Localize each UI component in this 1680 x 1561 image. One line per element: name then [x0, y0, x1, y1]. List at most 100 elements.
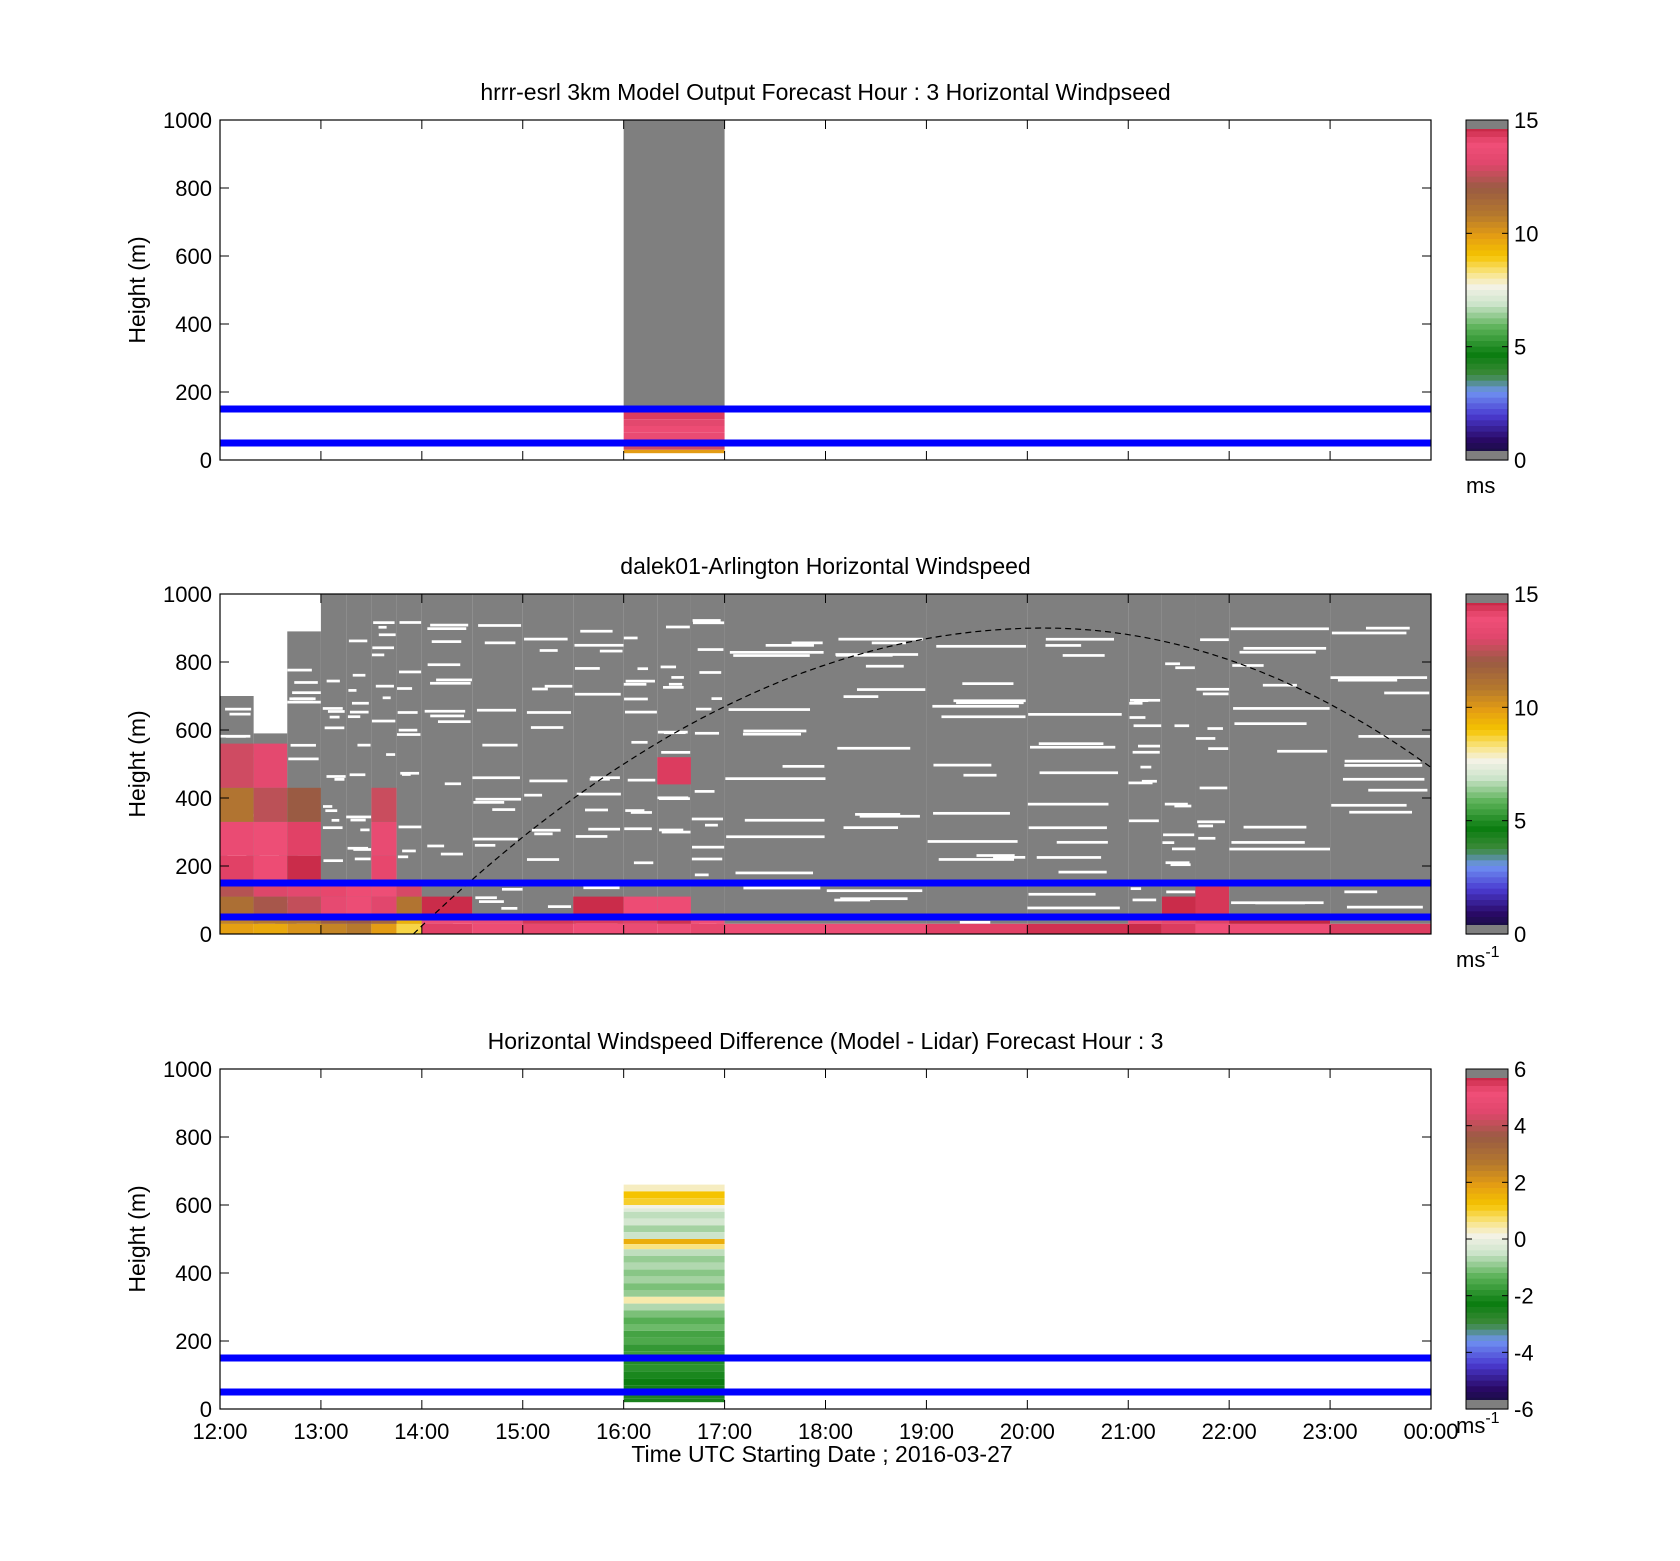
colorbar-segment	[1466, 1267, 1508, 1274]
colorbar-segment	[1466, 216, 1508, 223]
heatmap-cell	[661, 751, 691, 754]
colorbar-segment	[1466, 1341, 1508, 1348]
heatmap-cell	[623, 1244, 725, 1250]
colorbar-segment	[1466, 380, 1508, 387]
colorbar-segment	[1466, 352, 1508, 359]
heatmap-cell	[475, 797, 522, 801]
colorbar-tick-label: 15	[1514, 108, 1538, 133]
heatmap-cell	[287, 821, 321, 856]
colorbar-segment	[1466, 843, 1508, 850]
y-tick-label: 600	[175, 1193, 212, 1218]
heatmap-cell	[371, 923, 397, 934]
heatmap-cell	[692, 619, 721, 622]
heatmap-cell	[524, 793, 543, 797]
heatmap-cell	[1141, 779, 1157, 783]
colorbar-segment	[1466, 735, 1508, 742]
heatmap-cell	[430, 681, 471, 685]
heatmap-cell	[220, 821, 254, 856]
heatmap-cell	[1200, 638, 1229, 642]
y-tick-label: 0	[200, 1397, 212, 1422]
colorbar-segment	[1466, 358, 1508, 365]
heatmap-cell	[397, 855, 409, 859]
heatmap-cell	[1027, 923, 1129, 934]
heatmap-cell	[623, 1184, 725, 1192]
heatmap-cell	[696, 707, 712, 711]
colorbar-segment	[1466, 611, 1508, 618]
heatmap-cell	[531, 828, 561, 832]
heatmap-cell	[287, 668, 312, 672]
colorbar-segment	[1466, 900, 1508, 907]
colorbar-unit-exponent: -1	[1485, 944, 1499, 961]
heatmap-cell	[371, 855, 397, 880]
heatmap-cell	[1174, 724, 1190, 728]
heatmap-cell	[843, 695, 879, 698]
colorbar-segment	[1466, 1142, 1508, 1149]
heatmap-cell	[589, 777, 610, 781]
colorbar-segment	[1466, 1086, 1508, 1093]
colorbar-frame	[1465, 593, 1509, 935]
heatmap-cell	[440, 852, 463, 856]
colorbar-segment	[1466, 1137, 1508, 1144]
colorbar-tick-label: -2	[1514, 1284, 1534, 1309]
heatmap-cell	[371, 821, 397, 856]
heatmap-cell	[623, 426, 725, 433]
heatmap-cell	[474, 843, 496, 847]
heatmap-cell	[933, 763, 992, 767]
heatmap-cell	[623, 120, 725, 406]
colorbar-tick-label: 5	[1514, 809, 1526, 834]
colorbar-tick-label: 0	[1514, 922, 1526, 947]
heatmap-cell	[437, 720, 471, 724]
y-tick-label: 200	[175, 380, 212, 405]
colorbar-segment	[1466, 701, 1508, 708]
heatmap-cell	[959, 921, 991, 924]
heatmap-cell	[371, 719, 396, 723]
heatmap-cell	[625, 809, 645, 812]
colorbar-segment	[1466, 1091, 1508, 1098]
colorbar-segment	[1466, 809, 1508, 816]
colorbar-segment	[1466, 713, 1508, 720]
colorbar-segment	[1466, 1369, 1508, 1376]
heatmap-cell	[926, 923, 1028, 934]
heatmap-cell	[865, 664, 904, 668]
heatmap-cell	[936, 644, 1026, 648]
colorbar-segment	[1466, 165, 1508, 172]
heatmap-cell	[225, 735, 246, 738]
colorbar-segment	[1466, 409, 1508, 416]
colorbar-tick-label: 10	[1514, 221, 1538, 246]
heatmap-cell	[424, 709, 466, 713]
heatmap-cell	[1344, 764, 1423, 767]
heatmap-cell	[573, 594, 624, 924]
heatmap-cell	[1231, 841, 1305, 844]
colorbar-segment	[1466, 1329, 1508, 1336]
heatmap-cell	[354, 857, 371, 861]
colorbar-segment	[1466, 301, 1508, 308]
colorbar-segment	[1466, 1120, 1508, 1127]
colorbar-segment	[1466, 1284, 1508, 1291]
colorbar-segment	[1466, 769, 1508, 776]
heatmap-cell	[623, 1324, 725, 1331]
colorbar-segment	[1466, 883, 1508, 890]
colorbar-tick-label: -4	[1514, 1340, 1534, 1365]
heatmap-cell	[1232, 664, 1264, 667]
heatmap-cell	[657, 923, 691, 934]
heatmap-cell	[623, 1378, 725, 1386]
heatmap-cell	[1027, 802, 1109, 806]
heatmap-cell	[1128, 923, 1162, 934]
colorbar-segment	[1466, 403, 1508, 410]
heatmap-cell	[1330, 923, 1431, 934]
heatmap-cell	[962, 682, 1014, 685]
heatmap-cell	[372, 646, 395, 650]
heatmap-cell	[484, 641, 516, 645]
heatmap-cell	[547, 905, 572, 908]
heatmap-cell	[320, 896, 347, 914]
heatmap-cell	[1198, 824, 1214, 828]
heatmap-cell	[444, 782, 462, 786]
heatmap-cell	[728, 708, 811, 711]
heatmap-cell	[326, 679, 340, 683]
y-tick-label: 0	[200, 922, 212, 947]
colorbar-segment	[1466, 673, 1508, 680]
heatmap-cell	[348, 639, 368, 643]
colorbar-segment	[1466, 622, 1508, 629]
colorbar-segment	[1466, 1386, 1508, 1393]
heatmap-cell	[346, 896, 372, 914]
